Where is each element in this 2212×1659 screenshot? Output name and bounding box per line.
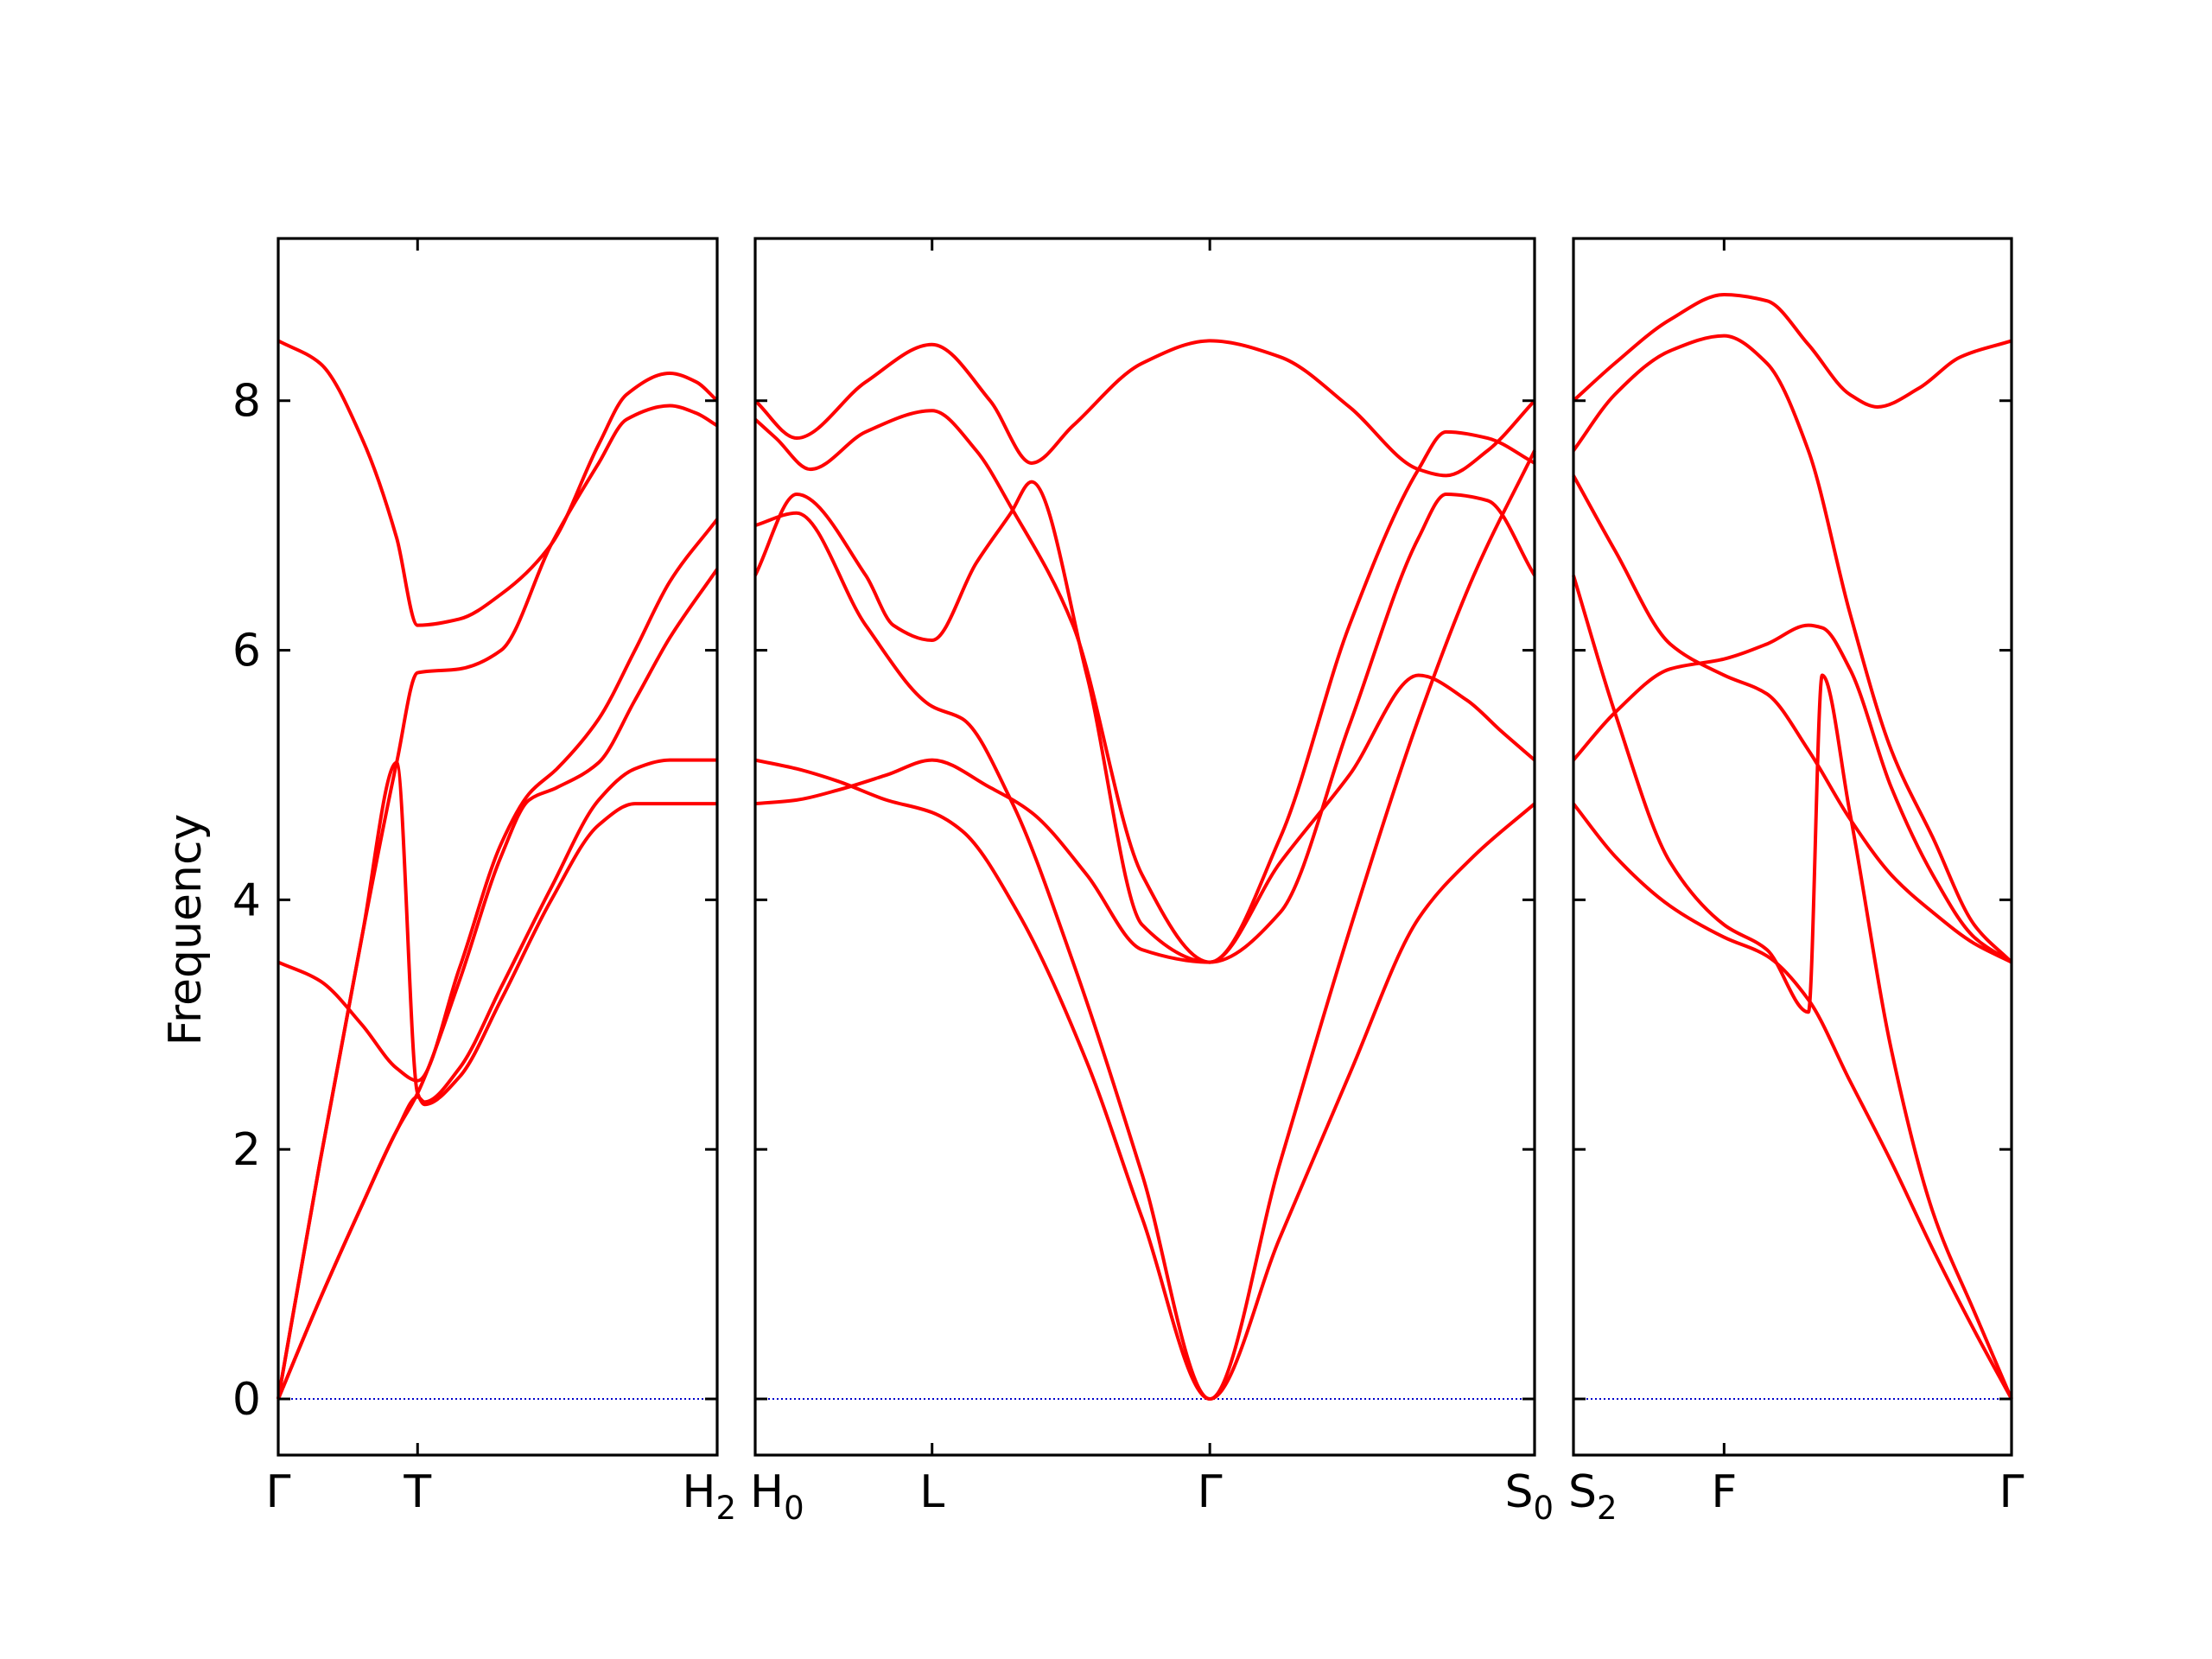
x-tick-subscript: 0 xyxy=(784,1490,804,1527)
y-tick-label: 0 xyxy=(232,1374,261,1426)
y-tick-label: 8 xyxy=(232,376,261,428)
panel-frame xyxy=(276,237,719,1457)
band-line-5 xyxy=(754,673,1536,964)
y-tick-label: 2 xyxy=(232,1124,261,1176)
x-tick-label: Γ xyxy=(1198,1466,1223,1518)
band-line-4 xyxy=(1572,474,2012,964)
panel-2: H0 L Γ S0 xyxy=(750,237,1554,1527)
band-line-4 xyxy=(754,449,1536,1402)
x-tick-label: Γ xyxy=(1999,1466,2024,1518)
band-line-3 xyxy=(753,480,1536,964)
panel-1: 0 2 4 6 8 Γ T H2 xyxy=(232,237,736,1527)
band-line-1 xyxy=(277,339,719,627)
x-tick-label: H0 xyxy=(750,1466,804,1527)
panel-frame xyxy=(753,237,1536,1457)
band-line-5 xyxy=(1572,575,2013,1400)
y-tick-label: 4 xyxy=(232,874,261,926)
band-line-3 xyxy=(1572,623,2013,964)
x-tick-label: F xyxy=(1711,1466,1737,1518)
band-line-2 xyxy=(276,404,719,1400)
y-axis-label: Frequency xyxy=(160,814,212,1046)
x-tick-subscript: 2 xyxy=(715,1490,736,1527)
band-line-6 xyxy=(1572,802,2013,1400)
x-tick-label: L xyxy=(919,1466,944,1518)
band-line-2 xyxy=(753,409,1535,964)
band-line-3 xyxy=(277,518,719,1083)
x-tick-label: T xyxy=(403,1466,431,1518)
x-tick-subscript: 2 xyxy=(1597,1490,1618,1527)
x-tick-subscript: 0 xyxy=(1533,1490,1554,1527)
x-tick-label: H2 xyxy=(682,1466,736,1527)
panels: 0 2 4 6 8 Γ T H2 H0 L Γ S0 S2 F Γ xyxy=(232,237,2024,1527)
x-tick-label: S2 xyxy=(1568,1466,1618,1527)
band-line-6 xyxy=(276,760,717,1400)
band-line-1 xyxy=(753,339,1536,478)
band-line-6 xyxy=(754,758,1536,1402)
band-line-2 xyxy=(1572,334,2013,963)
panel-frame xyxy=(1572,237,2013,1457)
x-tick-label: Γ xyxy=(266,1466,291,1518)
band-line-5 xyxy=(276,758,717,1400)
x-tick-label: S0 xyxy=(1504,1466,1554,1527)
panel-3: S2 F Γ xyxy=(1568,237,2024,1527)
band-line-1 xyxy=(1572,292,2012,409)
band-line-4 xyxy=(276,568,719,1400)
y-tick-label: 6 xyxy=(232,626,261,677)
